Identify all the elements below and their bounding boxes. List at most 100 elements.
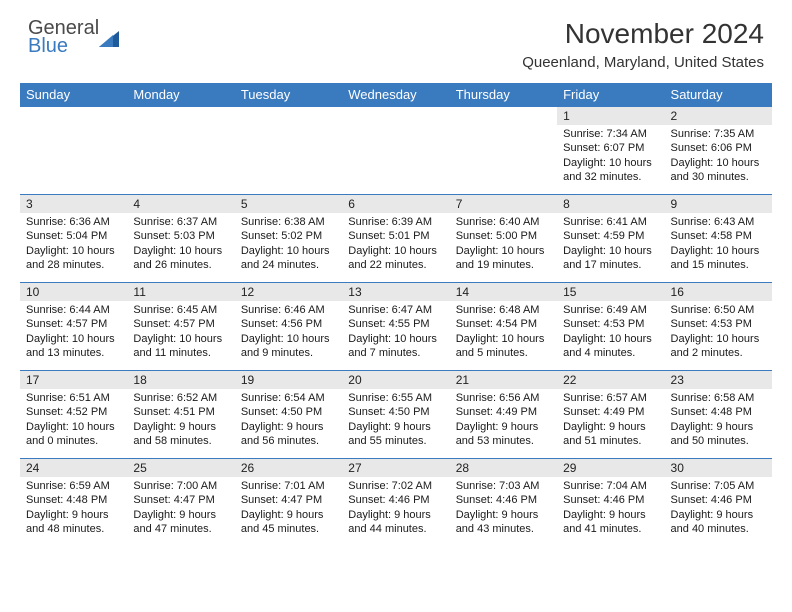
calendar-day	[450, 107, 557, 195]
calendar-day: 14Sunrise: 6:48 AMSunset: 4:54 PMDayligh…	[450, 283, 557, 371]
day-content: Sunrise: 6:36 AMSunset: 5:04 PMDaylight:…	[20, 213, 127, 276]
day-number: 13	[342, 283, 449, 301]
sunset-line: Sunset: 4:51 PM	[133, 405, 228, 419]
day-number: 15	[557, 283, 664, 301]
sunrise-line: Sunrise: 6:51 AM	[26, 391, 121, 405]
calendar-day: 26Sunrise: 7:01 AMSunset: 4:47 PMDayligh…	[235, 459, 342, 547]
day-content: Sunrise: 6:44 AMSunset: 4:57 PMDaylight:…	[20, 301, 127, 364]
calendar-day: 30Sunrise: 7:05 AMSunset: 4:46 PMDayligh…	[665, 459, 772, 547]
daylight-line: Daylight: 10 hours and 19 minutes.	[456, 244, 551, 273]
sunset-line: Sunset: 4:57 PM	[26, 317, 121, 331]
calendar-head: SundayMondayTuesdayWednesdayThursdayFrid…	[20, 83, 772, 107]
weekday-header: Sunday	[20, 83, 127, 107]
weekday-header: Tuesday	[235, 83, 342, 107]
title-block: November 2024 Queenland, Maryland, Unite…	[522, 18, 764, 71]
calendar-day: 29Sunrise: 7:04 AMSunset: 4:46 PMDayligh…	[557, 459, 664, 547]
sunset-line: Sunset: 6:07 PM	[563, 141, 658, 155]
day-content: Sunrise: 7:04 AMSunset: 4:46 PMDaylight:…	[557, 477, 664, 540]
day-content: Sunrise: 6:38 AMSunset: 5:02 PMDaylight:…	[235, 213, 342, 276]
day-content: Sunrise: 6:50 AMSunset: 4:53 PMDaylight:…	[665, 301, 772, 364]
day-content: Sunrise: 7:01 AMSunset: 4:47 PMDaylight:…	[235, 477, 342, 540]
day-number: 25	[127, 459, 234, 477]
sunrise-line: Sunrise: 6:39 AM	[348, 215, 443, 229]
calendar-day: 21Sunrise: 6:56 AMSunset: 4:49 PMDayligh…	[450, 371, 557, 459]
day-content: Sunrise: 6:37 AMSunset: 5:03 PMDaylight:…	[127, 213, 234, 276]
calendar-day: 8Sunrise: 6:41 AMSunset: 4:59 PMDaylight…	[557, 195, 664, 283]
sunset-line: Sunset: 5:03 PM	[133, 229, 228, 243]
day-number: 26	[235, 459, 342, 477]
calendar-day: 4Sunrise: 6:37 AMSunset: 5:03 PMDaylight…	[127, 195, 234, 283]
calendar-day: 13Sunrise: 6:47 AMSunset: 4:55 PMDayligh…	[342, 283, 449, 371]
day-content: Sunrise: 6:41 AMSunset: 4:59 PMDaylight:…	[557, 213, 664, 276]
sunrise-line: Sunrise: 7:05 AM	[671, 479, 766, 493]
sunrise-line: Sunrise: 6:47 AM	[348, 303, 443, 317]
calendar-table: SundayMondayTuesdayWednesdayThursdayFrid…	[20, 83, 772, 547]
sunrise-line: Sunrise: 6:40 AM	[456, 215, 551, 229]
daylight-line: Daylight: 9 hours and 50 minutes.	[671, 420, 766, 449]
sunset-line: Sunset: 5:00 PM	[456, 229, 551, 243]
sunset-line: Sunset: 4:47 PM	[241, 493, 336, 507]
sunrise-line: Sunrise: 6:43 AM	[671, 215, 766, 229]
day-number: 22	[557, 371, 664, 389]
sunset-line: Sunset: 4:52 PM	[26, 405, 121, 419]
daylight-line: Daylight: 10 hours and 0 minutes.	[26, 420, 121, 449]
sunset-line: Sunset: 4:46 PM	[348, 493, 443, 507]
calendar-day: 12Sunrise: 6:46 AMSunset: 4:56 PMDayligh…	[235, 283, 342, 371]
daylight-line: Daylight: 10 hours and 24 minutes.	[241, 244, 336, 273]
sunrise-line: Sunrise: 6:56 AM	[456, 391, 551, 405]
day-number: 23	[665, 371, 772, 389]
day-number: 1	[557, 107, 664, 125]
day-number: 3	[20, 195, 127, 213]
day-content: Sunrise: 7:02 AMSunset: 4:46 PMDaylight:…	[342, 477, 449, 540]
sunrise-line: Sunrise: 6:55 AM	[348, 391, 443, 405]
day-number: 30	[665, 459, 772, 477]
day-content: Sunrise: 7:03 AMSunset: 4:46 PMDaylight:…	[450, 477, 557, 540]
sunrise-line: Sunrise: 7:02 AM	[348, 479, 443, 493]
day-number: 12	[235, 283, 342, 301]
day-number: 17	[20, 371, 127, 389]
day-content: Sunrise: 6:46 AMSunset: 4:56 PMDaylight:…	[235, 301, 342, 364]
logo-sail-icon	[99, 31, 119, 47]
calendar-day: 22Sunrise: 6:57 AMSunset: 4:49 PMDayligh…	[557, 371, 664, 459]
sunset-line: Sunset: 4:57 PM	[133, 317, 228, 331]
sunrise-line: Sunrise: 6:59 AM	[26, 479, 121, 493]
sunrise-line: Sunrise: 6:57 AM	[563, 391, 658, 405]
calendar-body: 1 Sunrise: 7:34 AMSunset: 6:07 PM Daylight…	[20, 107, 772, 547]
day-number: 10	[20, 283, 127, 301]
sunrise-line: Sunrise: 7:00 AM	[133, 479, 228, 493]
day-number: 14	[450, 283, 557, 301]
day-number: 21	[450, 371, 557, 389]
sunrise-line: Sunrise: 6:54 AM	[241, 391, 336, 405]
sunset-line: Sunset: 6:06 PM	[671, 141, 766, 155]
sunset-line: Sunset: 4:54 PM	[456, 317, 551, 331]
sunset-line: Sunset: 4:46 PM	[671, 493, 766, 507]
sunrise-line: Sunrise: 6:48 AM	[456, 303, 551, 317]
weekday-header: Monday	[127, 83, 234, 107]
sunset-line: Sunset: 4:55 PM	[348, 317, 443, 331]
sunrise-line: Sunrise: 7:04 AM	[563, 479, 658, 493]
sunset-line: Sunset: 5:01 PM	[348, 229, 443, 243]
daylight-line: Daylight: 9 hours and 55 minutes.	[348, 420, 443, 449]
daylight-line: Daylight: 10 hours and 17 minutes.	[563, 244, 658, 273]
daylight-line: Daylight: 10 hours and 30 minutes.	[671, 156, 766, 185]
calendar-day: 23Sunrise: 6:58 AMSunset: 4:48 PMDayligh…	[665, 371, 772, 459]
day-number: 2	[665, 107, 772, 125]
sunset-line: Sunset: 4:48 PM	[26, 493, 121, 507]
calendar-day: 18Sunrise: 6:52 AMSunset: 4:51 PMDayligh…	[127, 371, 234, 459]
day-content: Sunrise: 6:43 AMSunset: 4:58 PMDaylight:…	[665, 213, 772, 276]
weekday-header: Friday	[557, 83, 664, 107]
calendar-day: 19Sunrise: 6:54 AMSunset: 4:50 PMDayligh…	[235, 371, 342, 459]
day-content: Sunrise: 6:39 AMSunset: 5:01 PMDaylight:…	[342, 213, 449, 276]
day-content: Sunrise: 7:35 AMSunset: 6:06 PMDaylight:…	[665, 125, 772, 188]
day-content: Sunrise: 6:48 AMSunset: 4:54 PMDaylight:…	[450, 301, 557, 364]
daylight-line: Daylight: 9 hours and 45 minutes.	[241, 508, 336, 537]
sunset-line: Sunset: 5:04 PM	[26, 229, 121, 243]
day-number: 24	[20, 459, 127, 477]
day-number: 11	[127, 283, 234, 301]
sunset-line: Sunset: 4:50 PM	[348, 405, 443, 419]
sunset-line: Sunset: 4:56 PM	[241, 317, 336, 331]
sunrise-line: Sunrise: 7:34 AM	[563, 127, 658, 141]
weekday-header: Saturday	[665, 83, 772, 107]
sunrise-line: Sunrise: 6:38 AM	[241, 215, 336, 229]
day-content: Sunrise: 6:52 AMSunset: 4:51 PMDaylight:…	[127, 389, 234, 452]
